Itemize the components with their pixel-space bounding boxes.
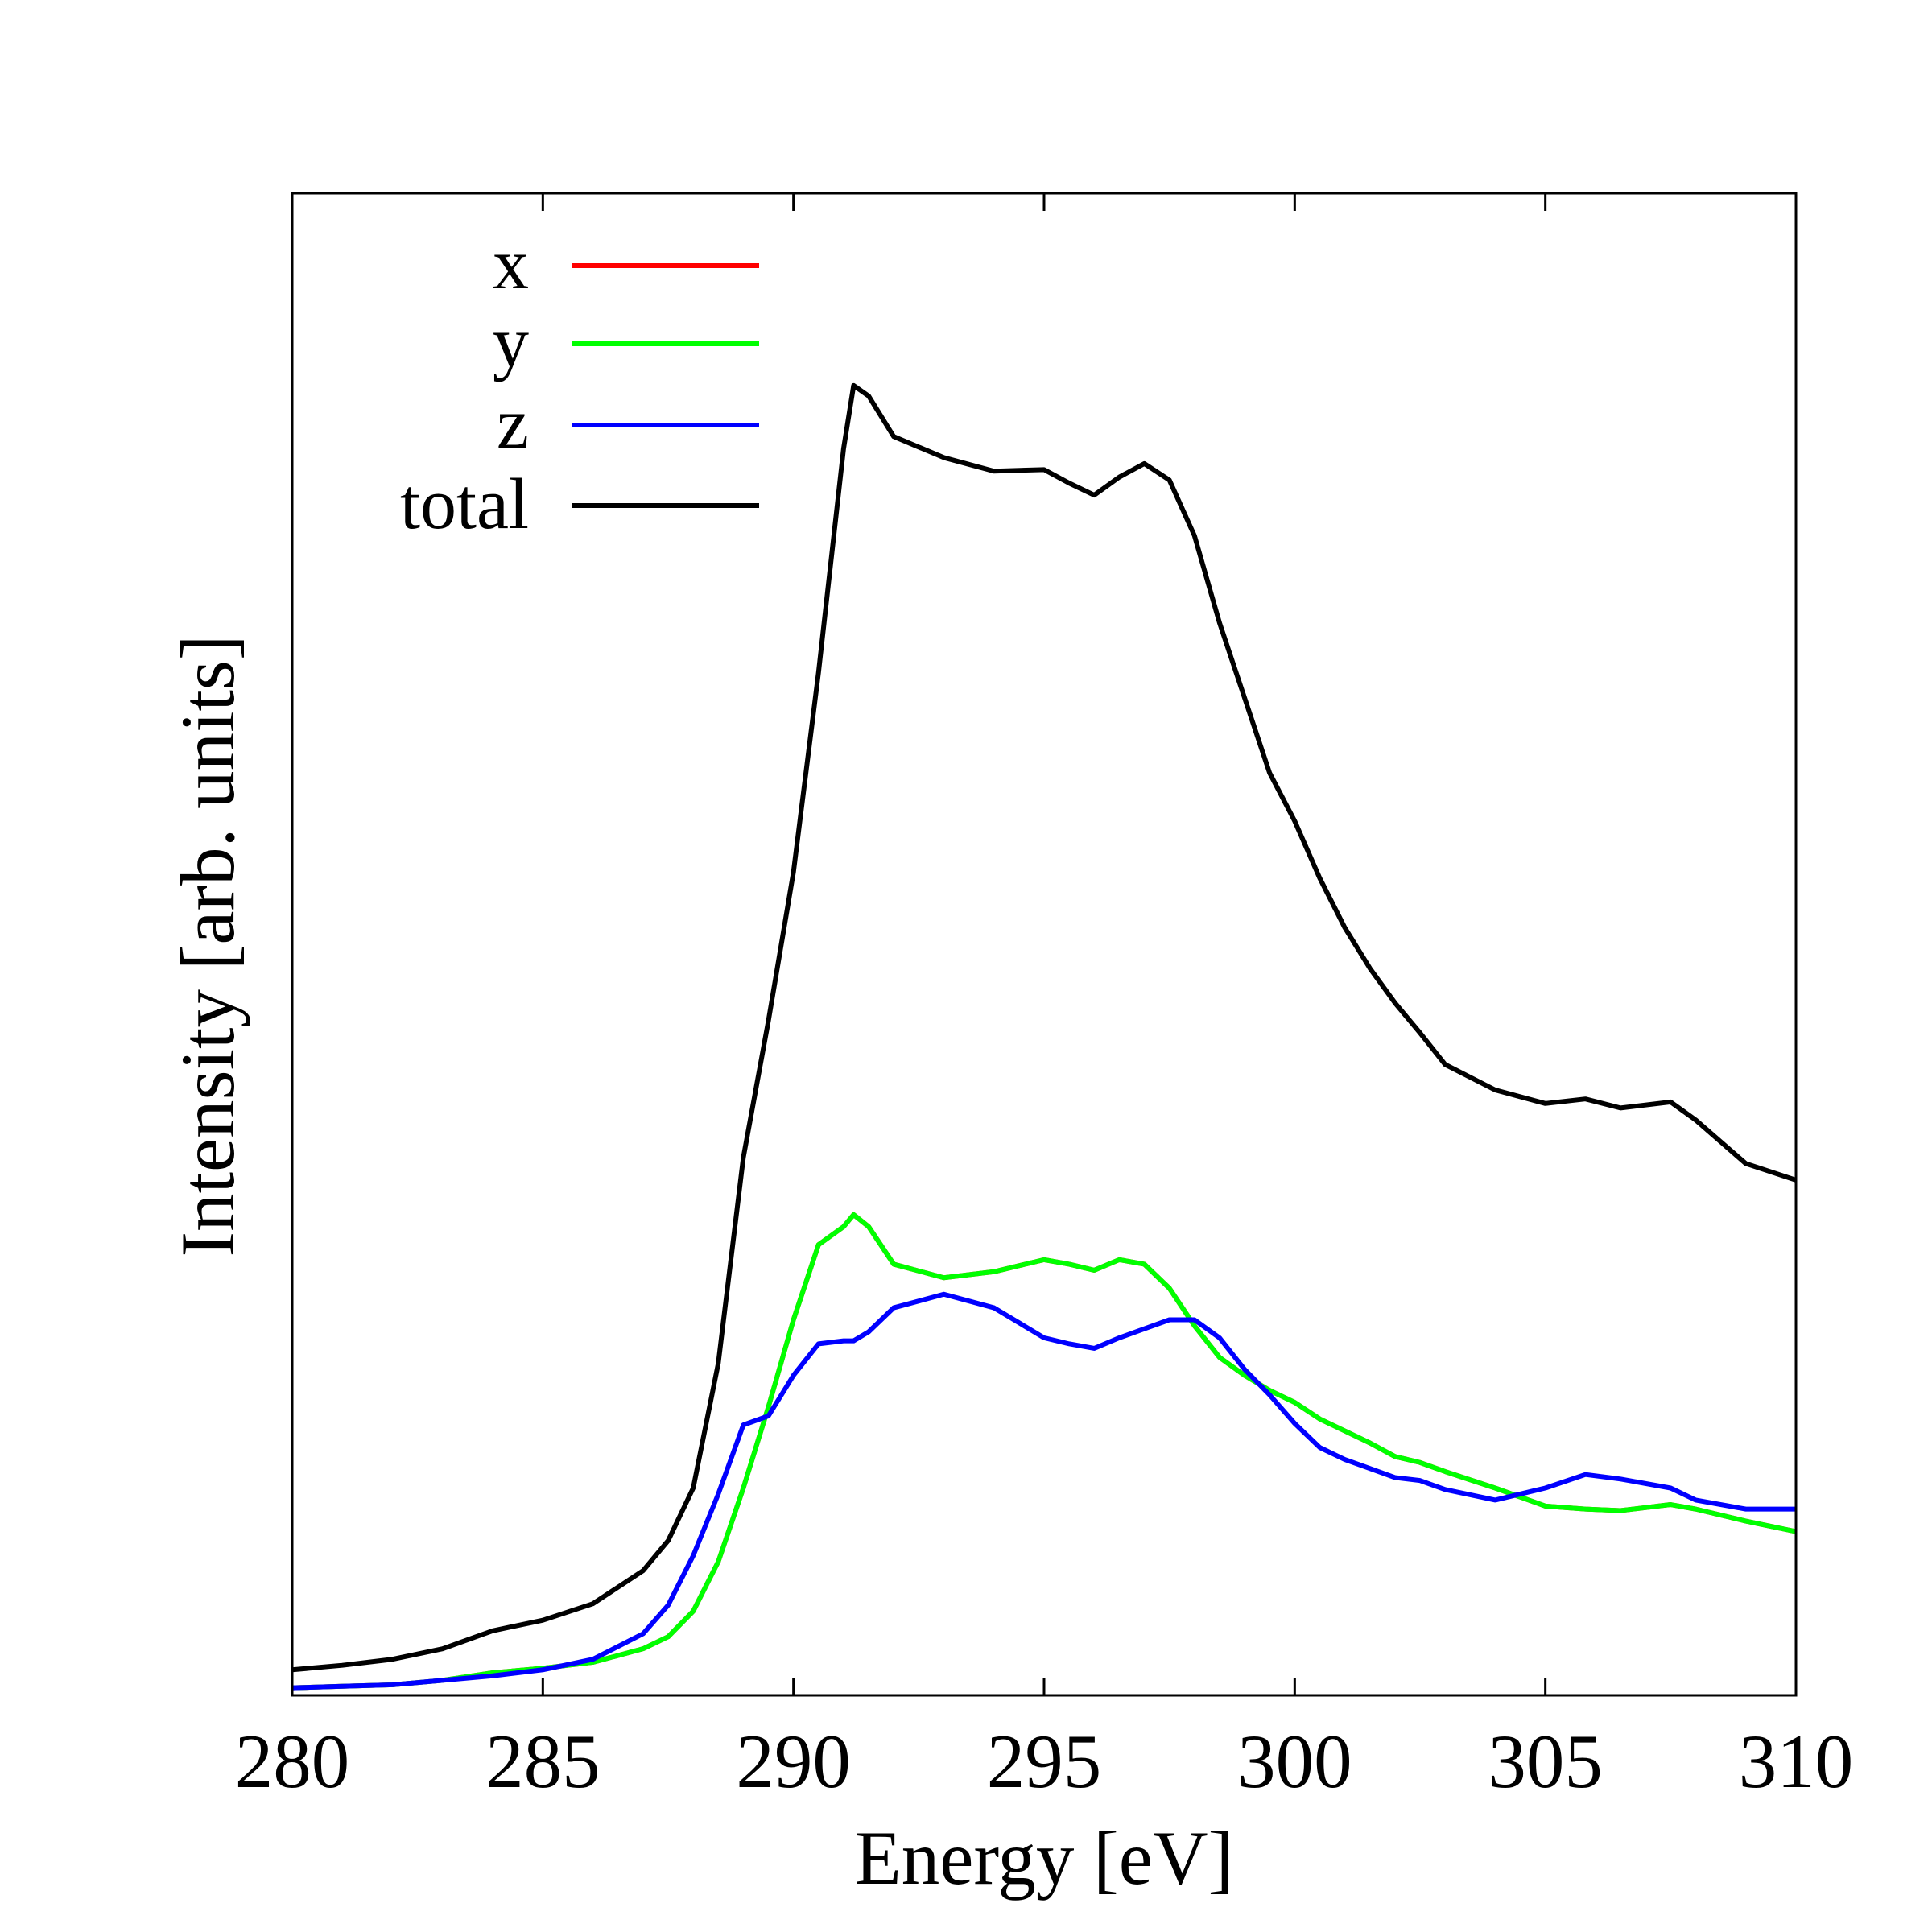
x-tick-label: 285 bbox=[485, 1719, 601, 1804]
x-tick-label: 310 bbox=[1739, 1719, 1854, 1804]
x-tick-label: 280 bbox=[235, 1719, 350, 1804]
legend-label: x bbox=[493, 225, 529, 304]
x-tick-label: 290 bbox=[736, 1719, 851, 1804]
x-tick-label: 300 bbox=[1237, 1719, 1352, 1804]
series-line bbox=[291, 382, 1797, 1673]
series-line bbox=[291, 1212, 1797, 1690]
legend-label: y bbox=[493, 303, 529, 382]
plot-frame bbox=[291, 192, 1798, 1697]
x-tick-label: 295 bbox=[987, 1719, 1102, 1804]
y-axis-label: Intensity [arb. units] bbox=[165, 634, 250, 1257]
series-line bbox=[291, 1212, 1797, 1690]
series-line bbox=[291, 1291, 1796, 1690]
legend-label: z bbox=[497, 384, 529, 464]
x-axis-label: Energy [eV] bbox=[855, 1815, 1233, 1901]
x-tick-label: 305 bbox=[1488, 1719, 1603, 1804]
legend-label: total bbox=[400, 464, 529, 544]
